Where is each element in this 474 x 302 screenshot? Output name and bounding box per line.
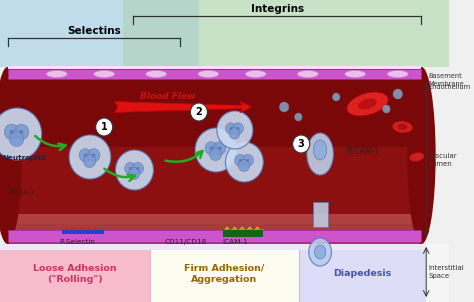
Circle shape <box>96 118 113 136</box>
Ellipse shape <box>314 245 326 259</box>
Ellipse shape <box>313 140 327 160</box>
Ellipse shape <box>307 133 333 175</box>
Circle shape <box>226 123 237 134</box>
Ellipse shape <box>198 70 219 78</box>
Ellipse shape <box>387 70 408 78</box>
Circle shape <box>383 105 390 113</box>
Text: Basement
Membrane: Basement Membrane <box>428 73 464 86</box>
Text: Neutrophil: Neutrophil <box>2 155 46 161</box>
Text: Diapedesis: Diapedesis <box>334 269 392 278</box>
Circle shape <box>229 128 240 139</box>
Circle shape <box>4 124 19 140</box>
Circle shape <box>92 153 95 157</box>
Circle shape <box>239 159 242 162</box>
Circle shape <box>195 128 237 172</box>
Circle shape <box>129 167 132 170</box>
Polygon shape <box>223 230 263 237</box>
Text: 3: 3 <box>298 139 305 149</box>
Ellipse shape <box>246 70 266 78</box>
Circle shape <box>235 154 246 166</box>
Text: PECAM-1: PECAM-1 <box>346 147 380 156</box>
Circle shape <box>332 93 340 101</box>
Polygon shape <box>62 230 104 234</box>
Ellipse shape <box>346 92 388 116</box>
Circle shape <box>9 130 14 134</box>
Ellipse shape <box>0 67 22 244</box>
Circle shape <box>237 127 239 130</box>
Text: Vascular
Lumen: Vascular Lumen <box>428 153 458 167</box>
Polygon shape <box>0 0 199 67</box>
Ellipse shape <box>94 70 115 78</box>
Text: Firm Adhesion/
Aggregation: Firm Adhesion/ Aggregation <box>184 264 264 284</box>
Circle shape <box>226 142 263 182</box>
Circle shape <box>128 168 140 180</box>
Circle shape <box>233 123 244 134</box>
Text: 1: 1 <box>101 122 108 132</box>
Circle shape <box>217 111 253 149</box>
Circle shape <box>279 102 289 112</box>
Circle shape <box>69 135 111 179</box>
Ellipse shape <box>309 238 331 266</box>
Circle shape <box>132 162 144 174</box>
Circle shape <box>213 142 226 155</box>
Text: PGSL-1: PGSL-1 <box>9 189 35 195</box>
Text: Integrins: Integrins <box>251 4 304 14</box>
Polygon shape <box>8 230 421 242</box>
Polygon shape <box>0 244 426 302</box>
Polygon shape <box>8 214 421 244</box>
Circle shape <box>0 108 42 160</box>
Polygon shape <box>299 250 426 302</box>
Circle shape <box>238 159 250 172</box>
Ellipse shape <box>146 70 167 78</box>
Text: 2: 2 <box>195 107 202 117</box>
Circle shape <box>116 150 154 190</box>
Polygon shape <box>426 244 449 302</box>
Circle shape <box>205 142 218 155</box>
Circle shape <box>137 167 139 170</box>
Polygon shape <box>312 202 328 227</box>
Circle shape <box>83 154 96 168</box>
Circle shape <box>210 146 213 150</box>
Circle shape <box>9 131 24 146</box>
Polygon shape <box>123 0 199 67</box>
Polygon shape <box>8 147 421 224</box>
Circle shape <box>125 162 136 174</box>
Circle shape <box>218 146 221 150</box>
Circle shape <box>393 89 402 99</box>
Polygon shape <box>8 67 421 244</box>
Circle shape <box>292 135 310 153</box>
Text: Interstitial
Space: Interstitial Space <box>428 265 464 279</box>
Circle shape <box>79 149 91 162</box>
Text: P-Selectin: P-Selectin <box>60 239 96 245</box>
Circle shape <box>19 130 23 134</box>
Text: ICAM-1: ICAM-1 <box>222 239 248 245</box>
Ellipse shape <box>409 152 424 162</box>
Circle shape <box>191 103 208 121</box>
Text: Loose Adhesion
("Rolling"): Loose Adhesion ("Rolling") <box>33 264 117 284</box>
Polygon shape <box>150 250 299 302</box>
Text: Endothelium: Endothelium <box>428 84 470 90</box>
Text: CD11/CD18: CD11/CD18 <box>164 239 207 245</box>
Polygon shape <box>8 69 421 79</box>
Ellipse shape <box>46 70 67 78</box>
Circle shape <box>88 149 100 162</box>
Circle shape <box>84 153 87 157</box>
Ellipse shape <box>392 121 413 133</box>
Text: Blood Flow: Blood Flow <box>140 92 196 101</box>
Circle shape <box>246 159 249 162</box>
Polygon shape <box>0 250 150 302</box>
Polygon shape <box>123 0 449 67</box>
Ellipse shape <box>358 98 377 110</box>
Text: Selectins: Selectins <box>67 26 121 36</box>
Circle shape <box>210 147 222 161</box>
Polygon shape <box>8 66 421 69</box>
Ellipse shape <box>407 67 436 244</box>
Circle shape <box>14 124 29 140</box>
Ellipse shape <box>398 124 407 130</box>
Ellipse shape <box>297 70 318 78</box>
Circle shape <box>229 127 232 130</box>
Ellipse shape <box>345 70 365 78</box>
Circle shape <box>242 154 254 166</box>
Circle shape <box>294 113 302 121</box>
